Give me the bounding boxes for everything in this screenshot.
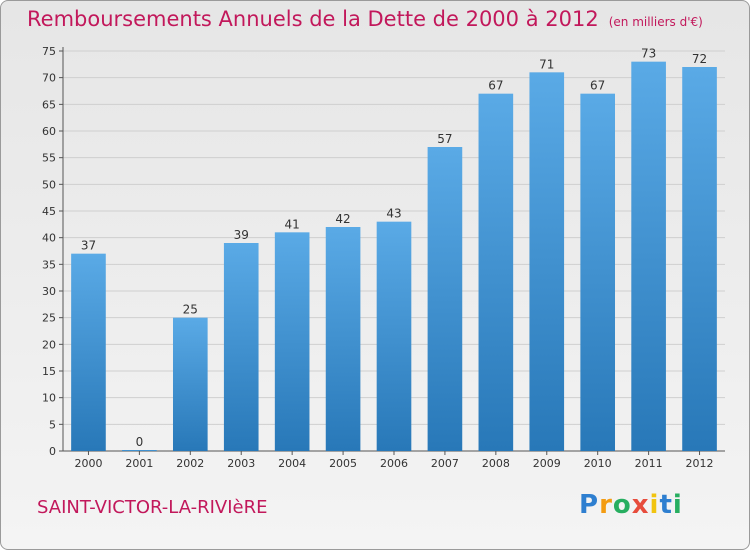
bar <box>223 243 259 451</box>
y-tick-label: 55 <box>42 152 56 165</box>
logo-letter: o <box>612 490 632 520</box>
bar-value-label: 25 <box>183 303 198 317</box>
chart-subtitle: (en milliers d'€) <box>608 15 703 29</box>
logo-letter: x <box>631 490 650 520</box>
y-tick-label: 65 <box>42 98 56 111</box>
bar <box>478 93 514 452</box>
bar-value-label: 73 <box>641 47 656 61</box>
x-tick-label: 2001 <box>125 457 153 470</box>
bar <box>325 227 361 451</box>
y-tick-label: 35 <box>42 258 56 271</box>
commune-name: SAINT-VICTOR-LA-RIVIèRE <box>37 497 268 518</box>
bar <box>682 67 717 451</box>
y-tick-label: 50 <box>42 178 56 191</box>
x-tick-label: 2000 <box>74 457 102 470</box>
bar-value-label: 37 <box>81 239 96 253</box>
y-tick-label: 60 <box>42 125 56 138</box>
bar-value-label: 43 <box>386 207 401 221</box>
x-tick-label: 2007 <box>431 457 459 470</box>
y-tick-label: 70 <box>42 72 56 85</box>
logo-letter: t <box>659 490 673 520</box>
y-tick-label: 75 <box>42 45 56 58</box>
bar <box>122 450 157 451</box>
y-tick-label: 15 <box>42 365 56 378</box>
y-tick-label: 40 <box>42 232 56 245</box>
logo-letter: P <box>579 490 600 520</box>
x-tick-label: 2008 <box>482 457 510 470</box>
bar <box>580 93 616 452</box>
x-tick-label: 2004 <box>278 457 306 470</box>
y-tick-label: 45 <box>42 205 56 218</box>
bar <box>172 317 208 451</box>
x-tick-label: 2003 <box>227 457 255 470</box>
x-tick-label: 2006 <box>380 457 408 470</box>
y-tick-label: 20 <box>42 338 56 351</box>
bar-value-label: 67 <box>488 79 503 93</box>
x-tick-label: 2005 <box>329 457 357 470</box>
bar-value-label: 39 <box>234 228 249 242</box>
y-tick-label: 25 <box>42 312 56 325</box>
bar <box>71 253 106 451</box>
bar-value-label: 72 <box>692 52 707 66</box>
proxiti-logo: Proxiti <box>579 490 683 520</box>
x-tick-label: 2011 <box>635 457 663 470</box>
bar <box>427 147 463 451</box>
bar-value-label: 71 <box>539 57 554 71</box>
logo-letter: i <box>649 490 660 520</box>
x-tick-label: 2009 <box>533 457 561 470</box>
bar-value-label: 41 <box>285 217 300 231</box>
bar-value-label: 42 <box>335 212 350 226</box>
chart-title: Remboursements Annuels de la Dette de 20… <box>27 7 703 31</box>
bar <box>529 72 565 451</box>
logo-letter: r <box>599 490 613 520</box>
chart-title-text: Remboursements Annuels de la Dette de 20… <box>27 7 599 31</box>
bar <box>274 232 310 451</box>
y-tick-label: 0 <box>49 445 56 458</box>
logo-letter: i <box>672 490 683 520</box>
bar-value-label: 57 <box>437 132 452 146</box>
x-tick-label: 2002 <box>176 457 204 470</box>
bar <box>376 221 412 451</box>
bar-value-label: 0 <box>136 435 144 449</box>
x-tick-label: 2012 <box>686 457 714 470</box>
y-tick-label: 30 <box>42 285 56 298</box>
y-tick-label: 5 <box>49 418 56 431</box>
x-tick-label: 2010 <box>584 457 612 470</box>
y-tick-label: 10 <box>42 392 56 405</box>
bar-value-label: 67 <box>590 79 605 93</box>
bar <box>631 61 666 452</box>
